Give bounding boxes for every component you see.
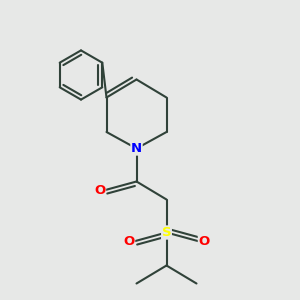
- Text: O: O: [198, 235, 210, 248]
- Text: O: O: [123, 235, 135, 248]
- Text: N: N: [131, 142, 142, 155]
- Text: O: O: [94, 184, 106, 197]
- Text: S: S: [162, 226, 171, 239]
